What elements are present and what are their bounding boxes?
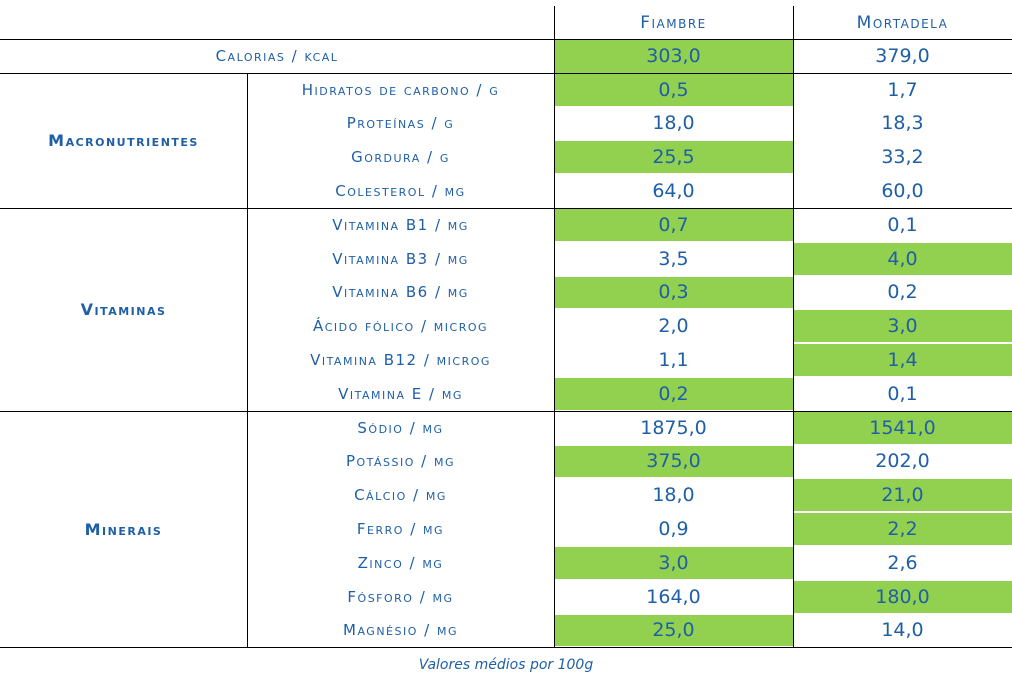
group-label-minerais: Minerais <box>84 519 163 539</box>
mortadela-value: 1,4 <box>793 344 1012 376</box>
mortadela-value: 0,2 <box>887 281 918 304</box>
mortadela-value: 18,3 <box>881 112 924 135</box>
row-label: Vitamina B1 / mg <box>332 215 469 234</box>
fiambre-value: 0,9 <box>658 518 689 541</box>
fiambre-value: 0,2 <box>554 378 793 410</box>
fiambre-value: 1,1 <box>658 349 689 372</box>
mortadela-value: 0,1 <box>887 382 918 405</box>
group-rule <box>0 647 1012 649</box>
fiambre-value: 3,0 <box>554 547 793 579</box>
mortadela-value: 202,0 <box>875 450 930 473</box>
mortadela-value: 2,2 <box>793 513 1012 545</box>
row-label: Hidratos de carbono / g <box>301 80 500 99</box>
fiambre-value: 0,3 <box>554 276 793 309</box>
row-label: Vitamina B6 / mg <box>332 283 469 302</box>
group-rule <box>0 410 1012 412</box>
fiambre-value: 1875,0 <box>640 416 707 439</box>
fiambre-value: 25,5 <box>554 141 793 174</box>
row-label: Colesterol / mg <box>335 182 466 201</box>
calorias-rule <box>0 72 1012 74</box>
row-label: Gordura / g <box>351 148 450 167</box>
fiambre-value: 25,0 <box>554 614 793 647</box>
row-label: Ferro / mg <box>356 520 445 539</box>
row-label: Ácido fólico / microg <box>312 317 489 336</box>
group-label-vitaminas: Vitaminas <box>80 299 167 319</box>
calorias-mortadela-value: 379,0 <box>875 45 930 68</box>
mortadela-value: 2,6 <box>887 551 918 574</box>
header-mortadela: Mortadela <box>856 12 949 33</box>
mortadela-value: 3,0 <box>793 310 1012 343</box>
fiambre-value: 18,0 <box>652 484 695 507</box>
mortadela-value: 180,0 <box>793 580 1012 613</box>
fiambre-value: 375,0 <box>554 445 793 478</box>
mortadela-value: 14,0 <box>881 619 924 642</box>
fiambre-value: 3,5 <box>658 247 689 270</box>
header-rule <box>0 39 1012 40</box>
mortadela-value: 33,2 <box>881 146 924 169</box>
calorias-fiambre-value: 303,0 <box>554 40 793 73</box>
row-label: Vitamina E / mg <box>338 384 463 403</box>
row-label: Vitamina B12 / microg <box>310 351 491 370</box>
group-label-macronutrientes: Macronutrientes <box>48 130 199 150</box>
row-label: Fósforo / mg <box>347 587 454 606</box>
mortadela-value: 60,0 <box>881 180 924 203</box>
mortadela-value: 4,0 <box>793 242 1012 275</box>
fiambre-value: 18,0 <box>652 112 695 135</box>
row-label: Potássio / mg <box>345 452 456 471</box>
header-fiambre: Fiambre <box>640 12 707 33</box>
mortadela-value: 1541,0 <box>793 411 1012 444</box>
fiambre-value: 64,0 <box>652 180 695 203</box>
fiambre-value: 164,0 <box>646 585 701 608</box>
fiambre-value: 0,7 <box>554 209 793 241</box>
group-divider <box>247 72 248 208</box>
row-label: Vitamina B3 / mg <box>332 249 469 268</box>
group-divider <box>247 410 248 648</box>
row-label: Cálcio / mg <box>354 486 447 505</box>
row-label: Zinco / mg <box>357 553 444 572</box>
mortadela-value: 1,7 <box>887 78 918 101</box>
mortadela-value: 0,1 <box>887 213 918 236</box>
column-rule-mortadela <box>793 6 794 648</box>
row-label: Magnésio / mg <box>343 621 458 640</box>
group-rule <box>0 208 1012 209</box>
row-label: Proteínas / g <box>346 114 455 133</box>
mortadela-value: 21,0 <box>793 479 1012 512</box>
footer-note: Valores médios por 100g <box>418 657 594 673</box>
calorias-label: Calorias / kcal <box>215 46 339 65</box>
fiambre-value: 0,5 <box>554 73 793 106</box>
group-divider <box>247 208 248 411</box>
fiambre-value: 2,0 <box>658 315 689 338</box>
row-label: Sódio / mg <box>357 418 444 437</box>
column-rule-fiambre <box>554 6 555 648</box>
